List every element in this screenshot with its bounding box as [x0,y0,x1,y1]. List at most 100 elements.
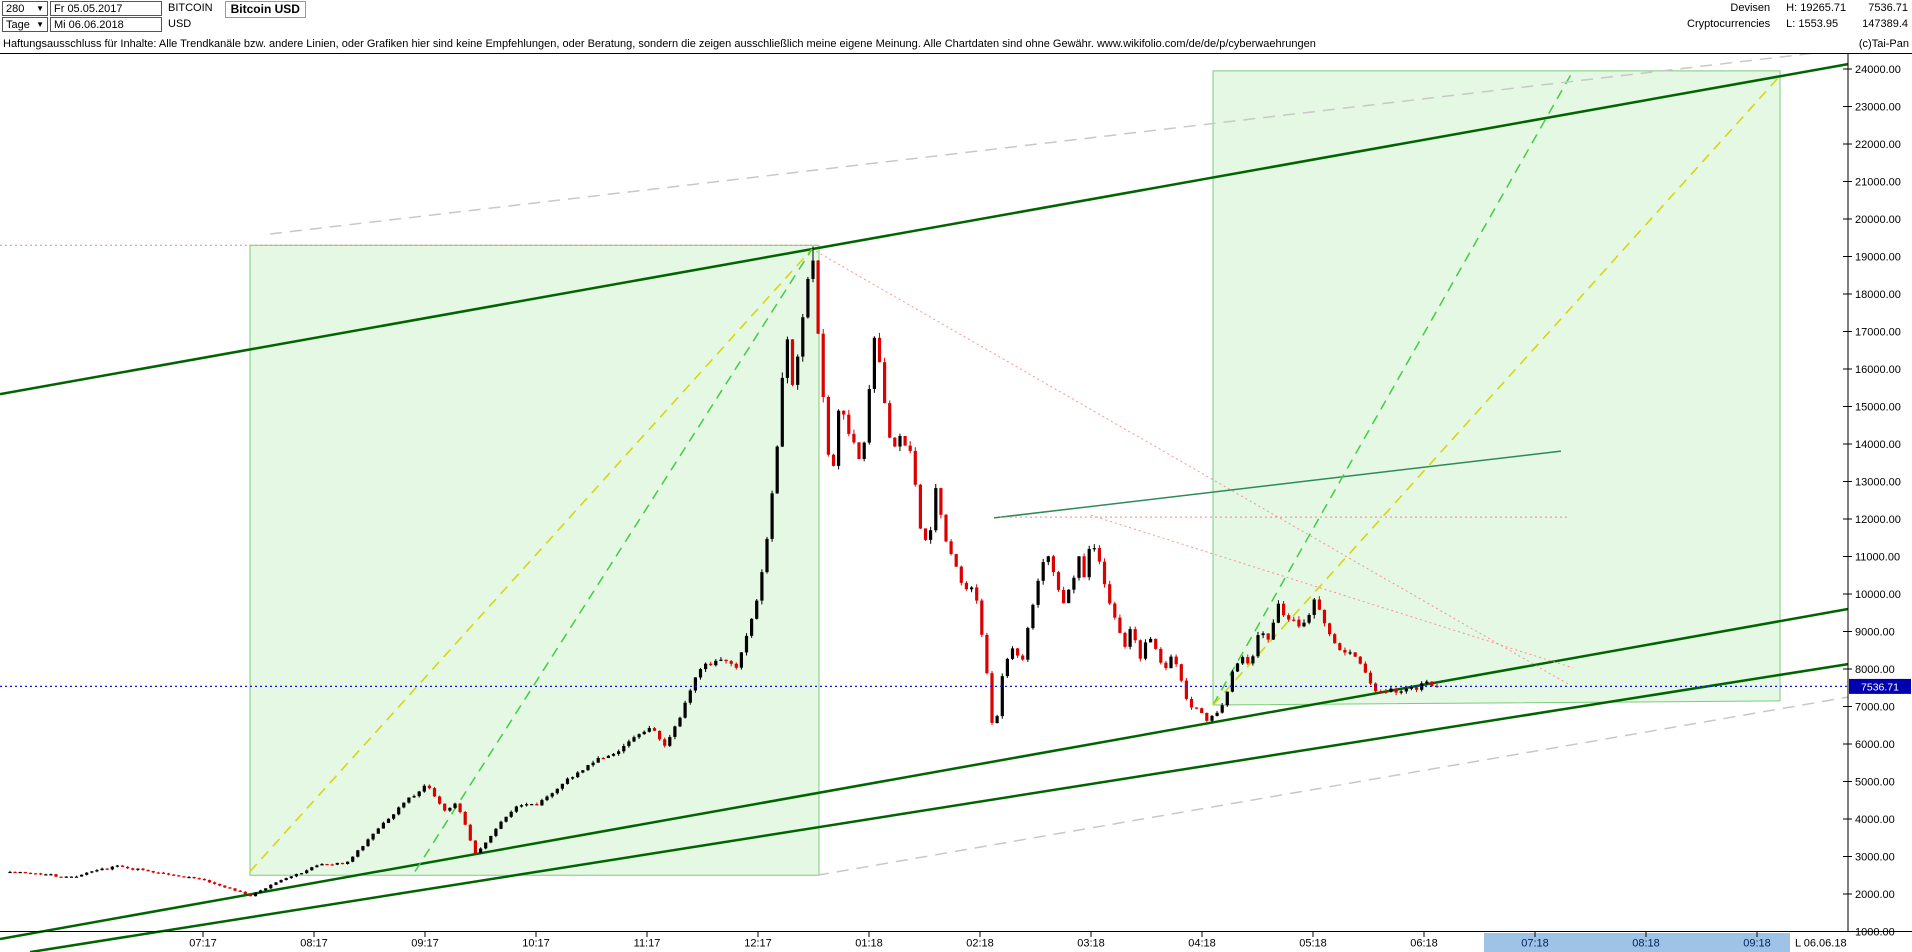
candle-body [540,800,544,806]
candle-body [617,751,621,754]
candle-body [857,442,861,459]
candle-body [1312,599,1316,615]
price-tick-label: 4000.00 [1855,814,1895,826]
candle-body [888,403,892,438]
price-tag-value: 7536.71 [1861,681,1899,693]
candle-body [1016,648,1020,656]
candle-body [1220,705,1224,713]
downtrend-from-peak [811,248,1571,686]
price-axis[interactable]: 24000.00 23000.00 22000.00 21000.00 20000.00… [1843,64,1901,939]
candle-body [1082,556,1086,578]
candle-body [325,864,329,866]
channel-region-right [1212,70,1781,706]
time-axis[interactable]: 07:17 08:17 09:17 10:17 11:17 12:17 01:18 02:18… [189,931,1847,950]
period-dropdown[interactable]: Tage ▼ [2,17,48,32]
candle-body [54,874,58,877]
candle-body [693,677,697,691]
candle-body [939,488,943,515]
date-from-field[interactable]: Fr 05.05.2017 [50,1,162,16]
candle-body [427,785,431,789]
upper-channel-line [0,62,1849,396]
candle-body [1021,655,1025,660]
price-chart[interactable]: 24000.00 23000.00 22000.00 21000.00 20000.00… [0,54,1912,952]
candle-body [228,887,232,889]
candle-body [1184,680,1188,699]
candle-body [586,765,590,771]
fan-line-green-left [414,248,813,872]
candle-body [724,659,728,662]
candle-body [1133,629,1137,641]
candle-body [796,356,800,385]
candle-body [862,442,866,459]
price-tick-label: 10000.00 [1855,589,1901,601]
candle-body [1276,603,1280,623]
candle-body [356,850,360,857]
chart-frame [0,54,1912,932]
candle-body [1205,713,1209,721]
candle-body [985,634,989,674]
time-tick-label: 04:18 [1188,938,1216,950]
candle-body [1164,662,1168,669]
candle-body [1409,687,1413,689]
candle-body [305,870,309,874]
candle-body [750,618,754,636]
candle-body [1215,712,1219,716]
candle-body [883,362,887,404]
date-to-field[interactable]: Mi 06.06.2018 [50,17,162,32]
candle-body [448,807,452,811]
candle-body [80,874,84,877]
high-value: H: 19265.71 [1786,2,1847,14]
candle-body [1123,632,1127,647]
candle-body [611,753,616,756]
candle-body [468,824,472,841]
candle-body [376,828,380,834]
candle-body [18,872,22,874]
candle-body [1414,687,1419,690]
candle-body [995,716,999,723]
candle-body [213,882,217,884]
candle-body [1118,617,1122,633]
time-tick-label: 01:18 [855,938,883,950]
candle-body [1358,656,1362,664]
bars-count-dropdown[interactable]: 280 ▼ [2,1,48,16]
candle-body [755,600,759,619]
downtrend-mid [1090,514,1574,669]
channel-region-left [249,244,820,876]
candle-body [1333,634,1337,644]
candle-body [39,873,43,875]
candle-body [202,879,206,881]
chevron-down-icon: ▼ [36,3,44,13]
candle-body [1189,699,1194,708]
candle-body [867,389,871,443]
candle-body [1138,640,1142,659]
candle-body [8,871,12,874]
candle-body [177,875,181,877]
price-tick-label: 23000.00 [1855,102,1901,114]
candle-body [934,488,938,531]
candle-body [1200,708,1204,713]
candle-body [218,883,222,886]
fan-line-yellow-left [249,248,813,873]
candle-body [729,661,733,664]
candle-body [545,796,549,801]
candle-body [1143,642,1148,659]
candle-body [479,848,483,854]
candle-body [519,805,524,807]
candle-body [1051,556,1055,573]
candle-body [1128,629,1132,647]
candle-body [944,514,948,542]
candle-body [392,814,396,819]
candle-body [560,783,564,789]
candle-body [642,731,646,735]
candle-body [949,541,953,554]
time-tick-label: 09:17 [411,938,439,950]
candle-body [1251,656,1255,664]
candle-body [852,433,856,443]
candle-body [1026,628,1030,660]
candle-body [330,864,334,866]
price-tick-label: 24000.00 [1855,64,1901,76]
candle-body [990,673,994,723]
candle-body [289,876,293,879]
candle-body [1036,580,1040,605]
candle-body [371,833,375,840]
